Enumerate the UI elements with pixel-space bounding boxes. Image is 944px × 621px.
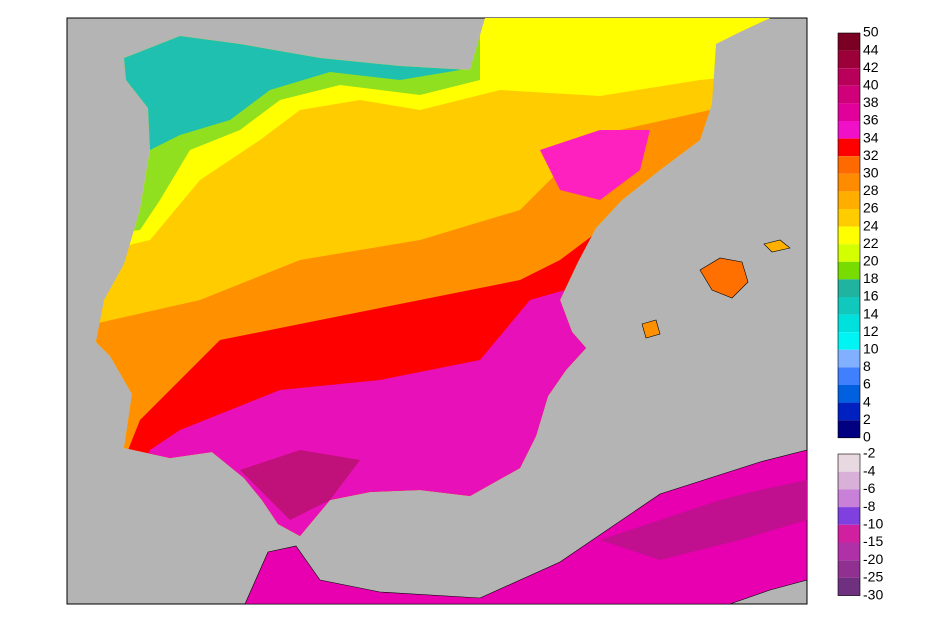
legend-label: 38 bbox=[863, 94, 879, 110]
legend-label: 14 bbox=[863, 305, 879, 321]
legend-label: 12 bbox=[863, 323, 879, 339]
zone-ebro bbox=[540, 130, 650, 200]
legend-swatch bbox=[838, 68, 860, 86]
legend-swatch bbox=[838, 261, 860, 280]
legend-swatch bbox=[838, 297, 860, 315]
legend-label: -2 bbox=[863, 445, 876, 461]
legend-swatch bbox=[838, 244, 860, 262]
legend-border bbox=[837, 453, 861, 596]
legend-swatch bbox=[838, 524, 860, 543]
legend-swatch bbox=[838, 507, 860, 525]
zone-peak bbox=[240, 450, 360, 520]
legend-label: -6 bbox=[863, 480, 876, 496]
legend-label: 24 bbox=[863, 217, 879, 233]
legend-label: -8 bbox=[863, 498, 876, 514]
legend-label: -30 bbox=[863, 586, 883, 602]
legend-swatch bbox=[838, 489, 860, 508]
legend-swatch bbox=[838, 33, 860, 51]
legend-label: -10 bbox=[863, 516, 883, 532]
legend-swatch bbox=[838, 471, 860, 490]
legend-swatch bbox=[838, 138, 860, 157]
legend-label: 44 bbox=[863, 41, 879, 57]
legend-swatch bbox=[838, 191, 860, 209]
legend-swatch bbox=[838, 454, 860, 472]
legend-swatch bbox=[838, 367, 860, 385]
island-menorca bbox=[763, 239, 791, 253]
legend-swatch bbox=[838, 103, 860, 121]
island-ibiza bbox=[641, 319, 661, 339]
legend-label: 10 bbox=[863, 341, 879, 357]
legend-swatch bbox=[838, 577, 860, 596]
africa-hot-zone bbox=[600, 480, 807, 560]
legend-swatch bbox=[838, 85, 860, 104]
legend-label: 36 bbox=[863, 112, 879, 128]
legend-swatch bbox=[838, 349, 860, 368]
legend-label: 32 bbox=[863, 147, 879, 163]
legend-label: 40 bbox=[863, 77, 879, 93]
legend-swatch bbox=[838, 542, 860, 561]
island-mallorca bbox=[699, 257, 749, 299]
legend: 5044424038363432302826242220181614121086… bbox=[837, 24, 883, 602]
legend-swatch bbox=[838, 314, 860, 333]
legend-label: 0 bbox=[863, 429, 871, 445]
legend-swatch bbox=[838, 385, 860, 403]
legend-label: -4 bbox=[863, 462, 876, 478]
legend-swatch bbox=[838, 156, 860, 174]
legend-swatch bbox=[838, 560, 860, 578]
legend-label: -25 bbox=[863, 569, 883, 585]
legend-swatch bbox=[838, 420, 860, 438]
legend-swatch bbox=[838, 209, 860, 227]
legend-label: -15 bbox=[863, 533, 883, 549]
legend-label: 16 bbox=[863, 288, 879, 304]
legend-label: 18 bbox=[863, 270, 879, 286]
legend-label: 2 bbox=[863, 411, 871, 427]
legend-swatch bbox=[838, 402, 860, 421]
legend-swatch bbox=[838, 332, 860, 350]
legend-label: 26 bbox=[863, 200, 879, 216]
legend-label: 42 bbox=[863, 59, 879, 75]
legend-label: 4 bbox=[863, 393, 871, 409]
legend-swatch bbox=[838, 50, 860, 69]
north-africa bbox=[244, 449, 808, 605]
legend-label: 22 bbox=[863, 235, 879, 251]
legend-label: 34 bbox=[863, 129, 879, 145]
legend-label: 50 bbox=[863, 24, 879, 40]
legend-label: 8 bbox=[863, 358, 871, 374]
legend-label: -20 bbox=[863, 551, 883, 567]
legend-label: 28 bbox=[863, 182, 879, 198]
legend-border bbox=[837, 32, 861, 439]
legend-swatch bbox=[838, 279, 860, 297]
legend-label: 30 bbox=[863, 165, 879, 181]
legend-swatch bbox=[838, 226, 860, 245]
legend-label: 20 bbox=[863, 253, 879, 269]
legend-swatch bbox=[838, 121, 860, 139]
legend-label: 6 bbox=[863, 376, 871, 392]
legend-swatch bbox=[838, 173, 860, 192]
